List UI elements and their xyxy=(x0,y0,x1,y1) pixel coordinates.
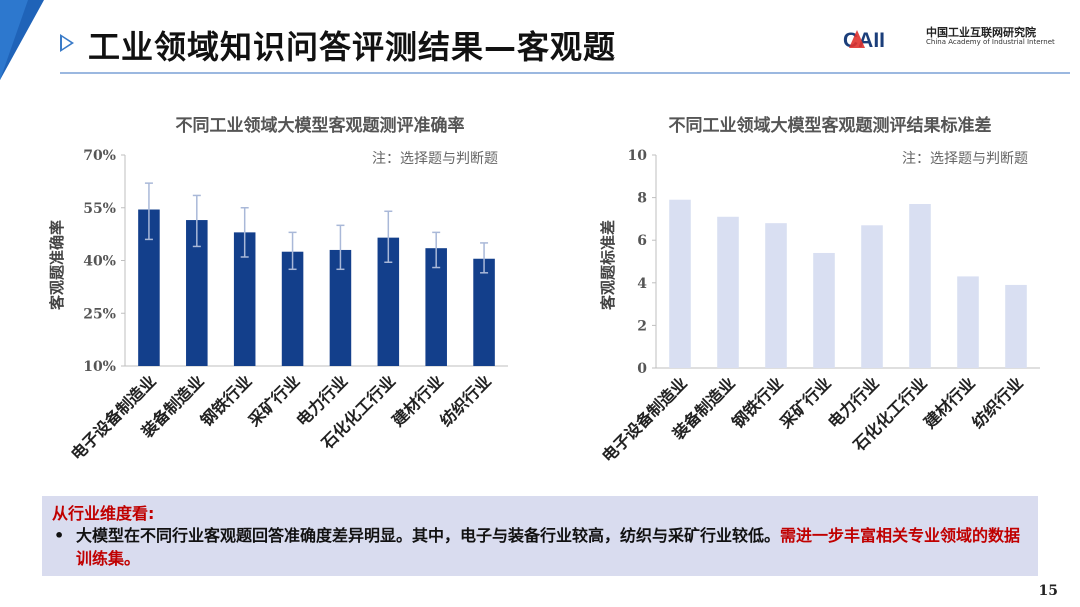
bar xyxy=(909,203,931,368)
x-tick-label: 纺织行业 xyxy=(968,373,1027,432)
x-tick-label: 电子设备制造业 xyxy=(598,373,691,466)
y-tick-label: 2 xyxy=(637,318,647,334)
bar xyxy=(813,252,835,368)
bar xyxy=(377,237,400,366)
x-tick-label: 采矿行业 xyxy=(775,373,834,432)
page-title: 工业领域知识问答评测结果—客观题 xyxy=(88,28,617,66)
bar xyxy=(186,220,208,366)
x-tick-label: 钢铁行业 xyxy=(728,373,787,432)
logo-name-cn: 中国工业互联网研究院 xyxy=(926,26,1036,39)
std-dev-chart: 不同工业领域大模型客观题测评结果标准差 注：选择题与判断题 客观题标准差 0 2 4… xyxy=(598,115,1040,466)
callout-text: 大模型在不同行业客观题回答准确度差异明显。其中，电子与装备行业较高，纺织与采矿行… xyxy=(76,524,1032,570)
page-number: 15 xyxy=(1038,583,1058,599)
bar xyxy=(669,199,691,368)
bar xyxy=(138,209,160,366)
y-axis-label: 客观题准确率 xyxy=(48,220,66,311)
summary-callout: 从行业维度看: • 大模型在不同行业客观题回答准确度差异明显。其中，电子与装备行… xyxy=(42,496,1038,576)
bar xyxy=(861,225,883,368)
chart-title: 不同工业领域大模型客观题测评准确率 xyxy=(176,115,465,136)
accuracy-chart: 不同工业领域大模型客观题测评准确率 注：选择题与判断题 客观题准确率 10% 25… xyxy=(48,115,508,464)
bar xyxy=(281,251,304,366)
chart-note: 注：选择题与判断题 xyxy=(902,151,1028,167)
bar xyxy=(233,232,256,366)
header-divider xyxy=(60,72,1070,74)
callout-text-main: 大模型在不同行业客观题回答准确度差异明显。其中，电子与装备行业较高，纺织与采矿行… xyxy=(76,526,781,545)
y-tick-label: 4 xyxy=(637,276,647,292)
chart-title: 不同工业领域大模型客观题测评结果标准差 xyxy=(669,115,992,136)
y-tick-label: 55% xyxy=(83,201,116,217)
bar xyxy=(473,258,495,366)
y-tick-label: 8 xyxy=(637,191,647,207)
callout-heading: 从行业维度看: xyxy=(52,504,155,523)
y-tick-label: 70% xyxy=(83,148,116,164)
y-tick-label: 10% xyxy=(83,359,116,375)
corner-decoration-accent xyxy=(0,0,28,80)
y-tick-label: 6 xyxy=(637,233,647,249)
logo-name-en: China Academy of Industrial Internet xyxy=(926,38,1055,46)
y-tick-label: 0 xyxy=(637,361,647,377)
bar xyxy=(765,223,787,368)
chart-note: 注：选择题与判断题 xyxy=(372,151,498,167)
bar xyxy=(957,276,979,368)
bar xyxy=(425,248,447,366)
callout-text-highlight: 需进一步丰富相关专业领域的数据训练集。 xyxy=(76,526,1021,568)
play-triangle-icon xyxy=(60,34,74,52)
bar xyxy=(717,216,739,368)
y-tick-label: 25% xyxy=(83,306,116,322)
y-tick-label: 10 xyxy=(628,148,648,164)
y-tick-label: 40% xyxy=(83,254,116,270)
y-axis-label: 客观题标准差 xyxy=(599,220,617,311)
bar xyxy=(1005,284,1027,368)
bullet-icon: • xyxy=(54,526,65,545)
bar xyxy=(329,249,352,366)
x-tick-label: 建材行业 xyxy=(920,373,979,432)
logo-icon: CAII xyxy=(843,29,885,50)
